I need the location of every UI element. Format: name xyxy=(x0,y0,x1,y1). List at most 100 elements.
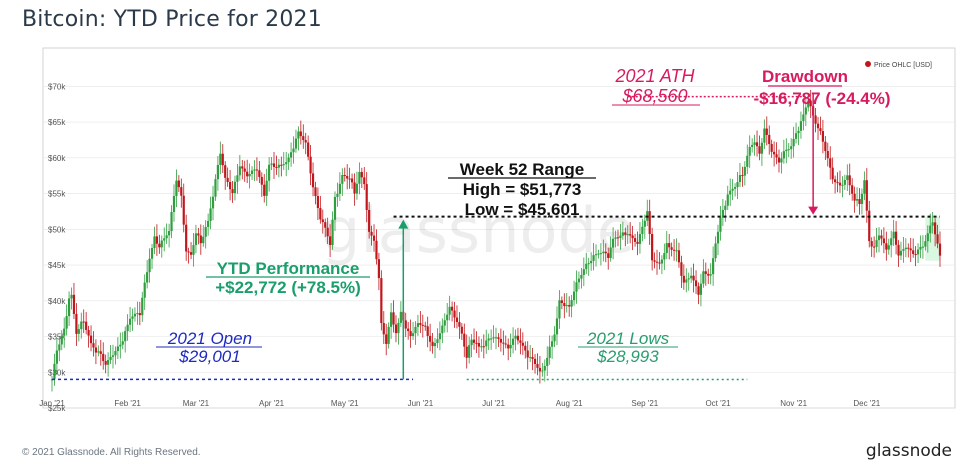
candles xyxy=(50,89,942,392)
candle-body xyxy=(694,280,698,287)
candle-body xyxy=(758,146,761,154)
candle-body xyxy=(577,278,581,283)
candle-body xyxy=(55,350,58,364)
candle-body xyxy=(865,180,868,211)
candle-body xyxy=(680,262,683,276)
y-tick-label: $25k xyxy=(48,404,66,413)
candle-body xyxy=(572,291,576,301)
candle-body xyxy=(209,208,212,221)
candle-body xyxy=(575,282,578,292)
candle-body xyxy=(485,340,488,347)
open-value: $29,001 xyxy=(178,347,240,366)
candle-body xyxy=(270,163,273,165)
candle-body xyxy=(199,235,202,244)
candle-body xyxy=(636,241,639,244)
candle-body xyxy=(387,326,390,344)
candle-body xyxy=(119,344,122,347)
candle-body xyxy=(70,294,73,299)
candle-body xyxy=(358,171,361,184)
candle-body xyxy=(633,238,637,242)
candle-body xyxy=(921,246,925,248)
candle-body xyxy=(131,316,134,319)
candle-body xyxy=(453,310,456,318)
candle-body xyxy=(775,154,778,158)
candle-body xyxy=(53,363,56,380)
candle-body xyxy=(768,134,771,144)
footer-copyright: © 2021 Glassnode. All Rights Reserved. xyxy=(22,447,201,458)
candle-body xyxy=(141,297,144,316)
candle-body xyxy=(899,250,903,256)
candle-body xyxy=(177,180,180,188)
candle-body xyxy=(228,182,232,190)
candle-body xyxy=(831,167,834,180)
candle-body xyxy=(260,176,263,185)
candle-body xyxy=(433,342,437,347)
candle-body xyxy=(675,250,678,252)
candle-body xyxy=(538,367,542,372)
candle-body xyxy=(782,151,785,159)
candle-body xyxy=(302,136,305,141)
y-tick-label: $55k xyxy=(48,190,66,199)
candle-body xyxy=(709,274,712,276)
candle-body xyxy=(248,173,251,177)
candle-body xyxy=(409,331,412,337)
candle-body xyxy=(465,346,468,358)
candle-body xyxy=(802,114,805,122)
candle-body xyxy=(304,140,307,143)
candle-body xyxy=(707,273,710,276)
candle-body xyxy=(182,195,185,225)
candle-body xyxy=(480,346,483,348)
candle-body xyxy=(565,305,568,307)
candle-body xyxy=(672,249,676,251)
candle-body xyxy=(404,320,407,329)
candle-body xyxy=(553,334,556,342)
candle-body xyxy=(875,240,878,247)
grid xyxy=(43,85,955,409)
candle-body xyxy=(765,128,768,135)
candle-body xyxy=(375,240,378,260)
candle-body xyxy=(938,243,942,256)
candle-body xyxy=(543,365,546,371)
candle-body xyxy=(126,324,129,332)
candle-body xyxy=(663,253,666,260)
candle-body xyxy=(594,254,598,256)
candle-body xyxy=(677,250,681,263)
ath-label: 2021 ATH xyxy=(614,66,695,86)
candle-body xyxy=(616,237,620,239)
candle-body xyxy=(187,251,190,253)
candle-body xyxy=(121,341,124,345)
candle-body xyxy=(372,235,376,241)
candle-body xyxy=(858,199,861,204)
candle-body xyxy=(882,238,885,244)
candle-body xyxy=(653,260,656,262)
candle-body xyxy=(919,246,922,250)
candle-body xyxy=(848,175,851,186)
candle-body xyxy=(392,312,395,325)
candle-body xyxy=(851,185,854,194)
candle-body xyxy=(863,180,866,194)
candle-body xyxy=(65,316,68,329)
drawdown-arrow-head xyxy=(808,206,819,215)
candle-body xyxy=(843,179,846,185)
candle-body xyxy=(258,170,261,177)
candle-body xyxy=(282,164,285,166)
x-tick-label: May '21 xyxy=(331,399,359,408)
candle-body xyxy=(241,166,244,169)
candle-body xyxy=(443,320,446,326)
candle-body xyxy=(246,171,249,177)
candle-body xyxy=(836,182,839,184)
ath-value: $68,560 xyxy=(621,86,687,106)
candle-body xyxy=(760,142,764,154)
candle-body xyxy=(533,358,537,365)
candle-body xyxy=(599,253,603,255)
candle-body xyxy=(416,323,420,327)
candle-body xyxy=(658,262,661,264)
candle-body xyxy=(482,346,485,348)
candle-body xyxy=(755,142,759,147)
candle-body xyxy=(655,261,659,263)
range-title: Week 52 Range xyxy=(460,160,584,179)
candle-body xyxy=(455,317,459,323)
candle-body xyxy=(873,246,876,248)
candle-body xyxy=(128,318,132,325)
candle-body xyxy=(914,253,917,255)
